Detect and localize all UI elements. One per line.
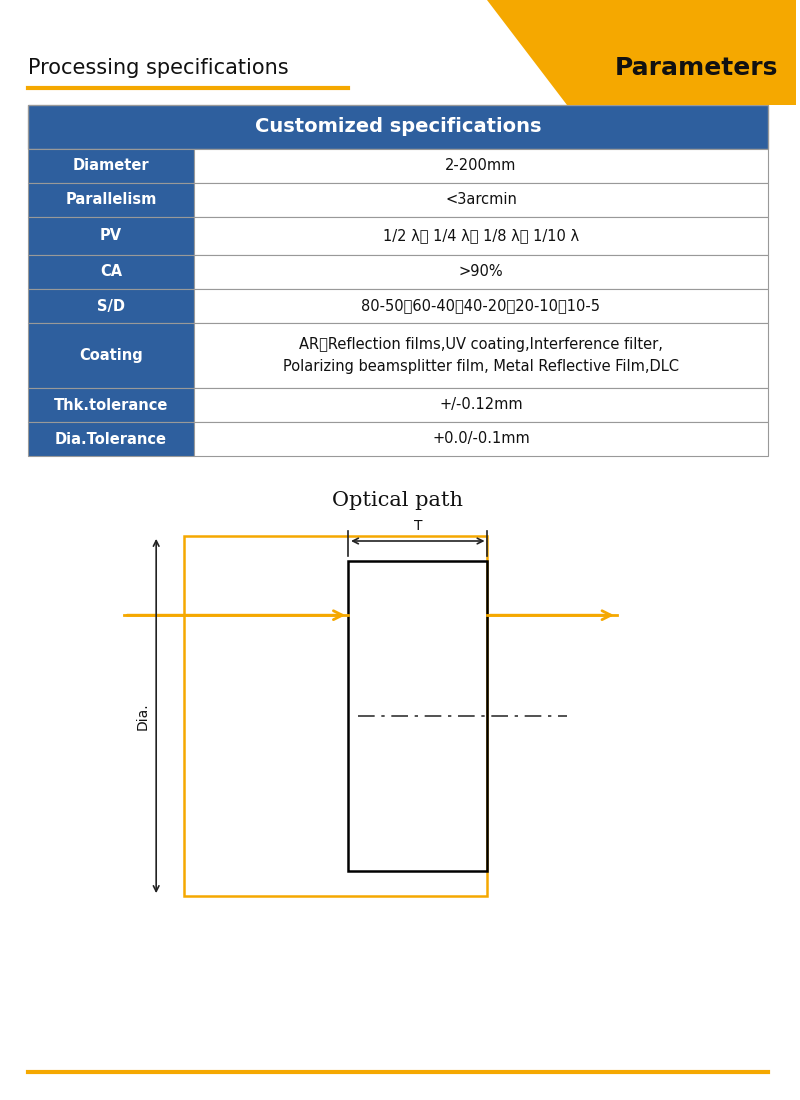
Text: +/-0.12mm: +/-0.12mm	[439, 397, 522, 412]
Text: AR、Reflection films,UV coating,Interference filter,
Polarizing beamsplitter film: AR、Reflection films,UV coating,Interfere…	[283, 338, 679, 374]
Text: Optical path: Optical path	[333, 492, 463, 510]
Bar	[28, 422, 194, 456]
Bar	[194, 323, 768, 388]
Text: +0.0/-0.1mm: +0.0/-0.1mm	[432, 431, 530, 447]
Bar	[28, 148, 194, 183]
Text: Dia.: Dia.	[135, 702, 150, 729]
Bar	[184, 536, 487, 896]
Polygon shape	[487, 0, 796, 104]
Text: PV: PV	[100, 229, 122, 243]
Text: Thk.tolerance: Thk.tolerance	[54, 397, 168, 412]
Text: Dia.Tolerance: Dia.Tolerance	[55, 431, 167, 447]
Text: Processing specifications: Processing specifications	[28, 58, 289, 78]
Bar	[194, 255, 768, 289]
Bar	[194, 217, 768, 255]
Text: <3arcmin: <3arcmin	[445, 192, 517, 208]
Text: 1/2 λ、 1/4 λ、 1/8 λ、 1/10 λ: 1/2 λ、 1/4 λ、 1/8 λ、 1/10 λ	[383, 229, 579, 243]
Text: CA: CA	[100, 264, 122, 279]
Text: >90%: >90%	[458, 264, 503, 279]
Bar	[28, 289, 194, 323]
Bar	[194, 289, 768, 323]
Text: Coating: Coating	[79, 348, 142, 363]
Bar	[194, 183, 768, 217]
Text: Diameter: Diameter	[73, 158, 150, 174]
Bar	[28, 217, 194, 255]
Bar	[194, 148, 768, 183]
Text: Parallelism: Parallelism	[66, 192, 157, 208]
Bar	[28, 183, 194, 217]
Bar	[28, 104, 768, 148]
Bar	[194, 388, 768, 422]
Text: Customized specifications: Customized specifications	[254, 118, 541, 136]
Bar	[28, 388, 194, 422]
Text: 80-50、60-40、40-20、20-10、10-5: 80-50、60-40、40-20、20-10、10-5	[362, 298, 601, 314]
Text: 2-200mm: 2-200mm	[446, 158, 517, 174]
Text: Parameters: Parameters	[614, 56, 778, 80]
Text: T: T	[414, 519, 422, 534]
Bar	[194, 422, 768, 456]
Bar	[28, 323, 194, 388]
Bar	[348, 561, 487, 871]
Text: S/D: S/D	[97, 298, 125, 314]
Bar	[28, 255, 194, 289]
